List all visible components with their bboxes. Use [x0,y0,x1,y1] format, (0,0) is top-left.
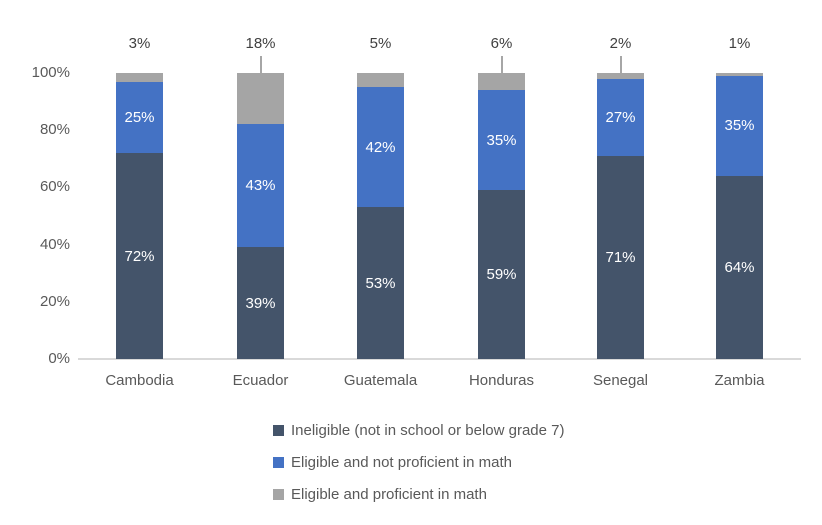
top-value-label: 1% [728,35,751,52]
x-axis-category-label: Honduras [468,372,535,389]
bar-segment: 59% [478,190,525,359]
top-value-label: 5% [369,35,392,52]
x-axis-category-label: Zambia [714,372,765,389]
bar-segment: 42% [357,87,404,208]
bar-segment: 53% [357,207,404,359]
segment-value-label: 59% [486,266,517,284]
bar-segment: 71% [597,155,644,359]
legend-label: Ineligible (not in school or below grade… [291,422,565,439]
x-axis-category-label: Guatemala [343,372,418,389]
legend-swatch-icon [273,457,284,468]
segment-value-label: 35% [724,117,755,135]
segment-value-label: 72% [124,247,155,265]
bar-segment: 43% [237,124,284,248]
y-axis-tick-label: 80% [39,121,70,139]
top-value-label: 18% [245,35,276,52]
bar-segment: 64% [716,175,763,359]
legend-swatch-icon [273,425,284,436]
y-axis-tick-label: 40% [39,235,70,253]
segment-value-label: 71% [605,248,636,266]
x-axis-line [78,358,801,360]
bar-cambodia: 25% 72% [116,73,163,359]
x-axis-category-label: Senegal [592,372,649,389]
leader-line [500,56,503,73]
top-value-label: 2% [609,35,632,52]
segment-value-label: 42% [365,138,396,156]
segment-value-label: 25% [124,108,155,126]
top-value-label: 6% [490,35,513,52]
leader-line [619,56,622,73]
segment-value-label: 39% [245,294,276,312]
bar-honduras: 35% 59% [478,73,525,359]
legend-label: Eligible and proficient in math [291,486,487,503]
bar-ecuador: 43% 39% [237,73,284,359]
bar-guatemala: 42% 53% [357,73,404,359]
segment-value-label: 53% [365,274,396,292]
y-axis-tick-label: 0% [48,350,70,367]
y-axis-tick-label: 60% [39,178,70,196]
bar-segment [116,73,163,82]
segment-value-label: 27% [605,108,636,126]
bar-zambia: 35% 64% [716,73,763,359]
bar-segment: 39% [237,247,284,359]
legend-swatch-icon [273,489,284,500]
bar-senegal: 27% 71% [597,73,644,359]
legend-item: Eligible and proficient in math [273,485,565,504]
legend-item: Eligible and not proficient in math [273,453,565,472]
x-axis-category-label: Ecuador [232,372,289,389]
bar-segment: 35% [478,90,525,191]
bar-segment: 72% [116,153,163,359]
bar-segment [478,73,525,91]
legend: Ineligible (not in school or below grade… [273,421,565,517]
y-axis-tick-label: 20% [39,292,70,310]
bar-segment: 27% [597,78,644,156]
bar-segment [357,73,404,88]
bar-segment [716,73,763,76]
legend-label: Eligible and not proficient in math [291,454,512,471]
segment-value-label: 43% [245,177,276,195]
bar-segment: 25% [116,81,163,154]
bar-segment [597,73,644,79]
segment-value-label: 64% [724,258,755,276]
leader-line [259,56,262,73]
bar-segment: 35% [716,75,763,176]
legend-item: Ineligible (not in school or below grade… [273,421,565,440]
segment-value-label: 35% [486,131,517,149]
top-value-label: 3% [128,35,151,52]
x-axis-category-label: Cambodia [105,372,174,389]
bar-segment [237,73,284,125]
y-axis-tick-label: 100% [31,64,70,81]
